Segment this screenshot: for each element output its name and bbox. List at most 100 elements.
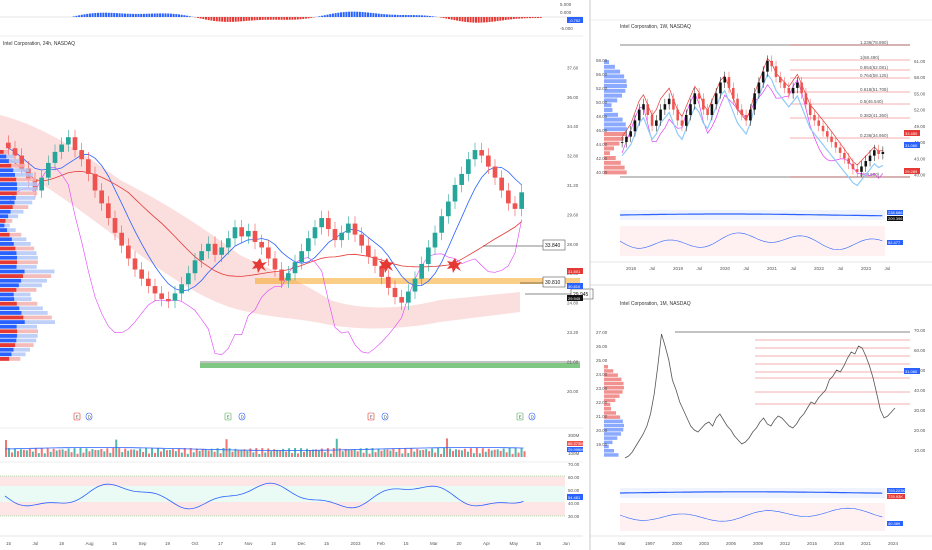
monthly-profile-bar xyxy=(604,428,624,432)
macd-bar xyxy=(250,17,253,21)
weekly-candle xyxy=(629,131,632,137)
macd-bar xyxy=(245,17,248,21)
weekly-profile-bar xyxy=(604,170,627,175)
macd-bar xyxy=(110,12,113,17)
weekly-candle xyxy=(714,93,718,105)
volume-bar xyxy=(264,452,267,457)
macd-bar xyxy=(475,17,477,23)
candle xyxy=(226,238,231,248)
weekly-magenta-line xyxy=(621,78,884,179)
volume-bar xyxy=(82,452,85,457)
x-tick: 15 xyxy=(324,541,330,546)
candle xyxy=(466,159,471,174)
macd-bar xyxy=(364,12,367,17)
weekly-osc-badge: 52.477 xyxy=(888,240,901,245)
weekly-candle xyxy=(706,109,709,115)
macd-bar xyxy=(159,13,162,17)
weekly-profile-bar xyxy=(604,74,625,79)
macd-bar xyxy=(299,17,302,20)
volume-bar xyxy=(481,448,484,457)
badge-3: 29.945 xyxy=(568,296,581,301)
candle xyxy=(52,151,58,163)
weekly-candle xyxy=(659,109,662,121)
profile-bar-core xyxy=(0,329,18,334)
macd-bar xyxy=(291,17,294,20)
volume-bar xyxy=(240,449,243,457)
macd-bar xyxy=(367,12,369,17)
profile-bar xyxy=(0,334,38,338)
volume-ma xyxy=(4,447,524,451)
monthly-profile-bar xyxy=(604,440,613,445)
weekly-vol-badge-1: 238.686 xyxy=(888,210,903,215)
weekly-profile-bar xyxy=(604,64,615,69)
candle xyxy=(452,184,458,202)
candle xyxy=(472,150,478,160)
macd-bar xyxy=(148,13,151,17)
osc-badge-1: 54.481 xyxy=(568,495,581,500)
monthly-x-tick: 2009 xyxy=(753,541,764,546)
macd-bar xyxy=(353,11,356,17)
volume-bar xyxy=(130,449,133,457)
price-tick: 29.60 xyxy=(567,212,579,217)
candle xyxy=(426,247,431,264)
top-macd-strip: 5.000 0.000 -5.000 -0.752 xyxy=(0,2,583,31)
profile-bar-core xyxy=(0,320,25,324)
monthly-profile-bar xyxy=(604,377,622,382)
macd-bar xyxy=(372,13,375,17)
profile-bar xyxy=(0,242,31,246)
volume-bar xyxy=(419,450,422,457)
profile-bar-core xyxy=(0,177,17,182)
macd-bar xyxy=(256,17,259,21)
fib-label: 0.854(62.081) xyxy=(860,65,889,70)
macd-bar xyxy=(277,17,280,20)
monthly-badge: 31.060 xyxy=(905,369,918,374)
macd-bar xyxy=(261,17,264,20)
weekly-candle xyxy=(727,77,731,88)
macd-bar xyxy=(280,17,283,20)
weekly-left-tick: 52.00 xyxy=(596,86,608,91)
weekly-candle xyxy=(757,82,761,94)
macd-bar xyxy=(210,17,213,21)
weekly-profile-bar xyxy=(604,108,613,112)
volume-bar xyxy=(55,450,58,457)
candle xyxy=(252,230,258,242)
macd-bar xyxy=(242,17,245,22)
macd-bar xyxy=(310,17,313,18)
weekly-candle xyxy=(864,161,868,167)
macd-bar xyxy=(383,14,386,17)
profile-bar xyxy=(0,159,20,163)
volume-bar xyxy=(156,448,159,457)
monthly-profile-bar xyxy=(604,444,609,449)
candle xyxy=(199,251,204,261)
volume-bar xyxy=(258,453,261,457)
macd-bar xyxy=(259,17,261,20)
macd-bar xyxy=(86,13,89,17)
volume-bar xyxy=(344,449,347,457)
event-marker-label: D xyxy=(531,415,535,420)
macd-bar xyxy=(350,11,353,17)
monthly-left-axis: 27.00 26.00 25.00 24.00 23.00 22.00 21.00 20.00… xyxy=(596,330,608,447)
macd-bar xyxy=(518,17,521,19)
weekly-candle xyxy=(633,120,637,132)
weekly-candle xyxy=(672,98,675,110)
volume-bar xyxy=(10,452,13,457)
callout-box-high xyxy=(542,239,566,251)
candle xyxy=(392,287,398,298)
weekly-badge-bg xyxy=(904,142,920,148)
event-marker-label: D xyxy=(88,415,92,420)
volume-bar xyxy=(517,452,520,457)
weekly-candle xyxy=(877,150,880,154)
weekly-volume-line xyxy=(620,213,883,217)
weekly-left-tick: 44.00 xyxy=(596,142,608,147)
weekly-left-axis: 58.00 56.00 52.00 50.00 48.00 46.00 44.00 42.00… xyxy=(596,58,608,175)
volume-bar xyxy=(210,448,213,457)
weekly-candle xyxy=(770,60,774,67)
weekly-candle xyxy=(731,87,735,99)
badge-bg-2 xyxy=(567,283,583,289)
profile-bar-core xyxy=(0,352,12,357)
monthly-x-tick: 2018 xyxy=(834,541,845,546)
weekly-chart: Intel Corporation, 1W, NASDAQ 1.236(78.8… xyxy=(589,0,932,550)
macd-bar xyxy=(83,14,86,17)
candle xyxy=(146,278,151,287)
profile-bar-core xyxy=(0,150,4,154)
